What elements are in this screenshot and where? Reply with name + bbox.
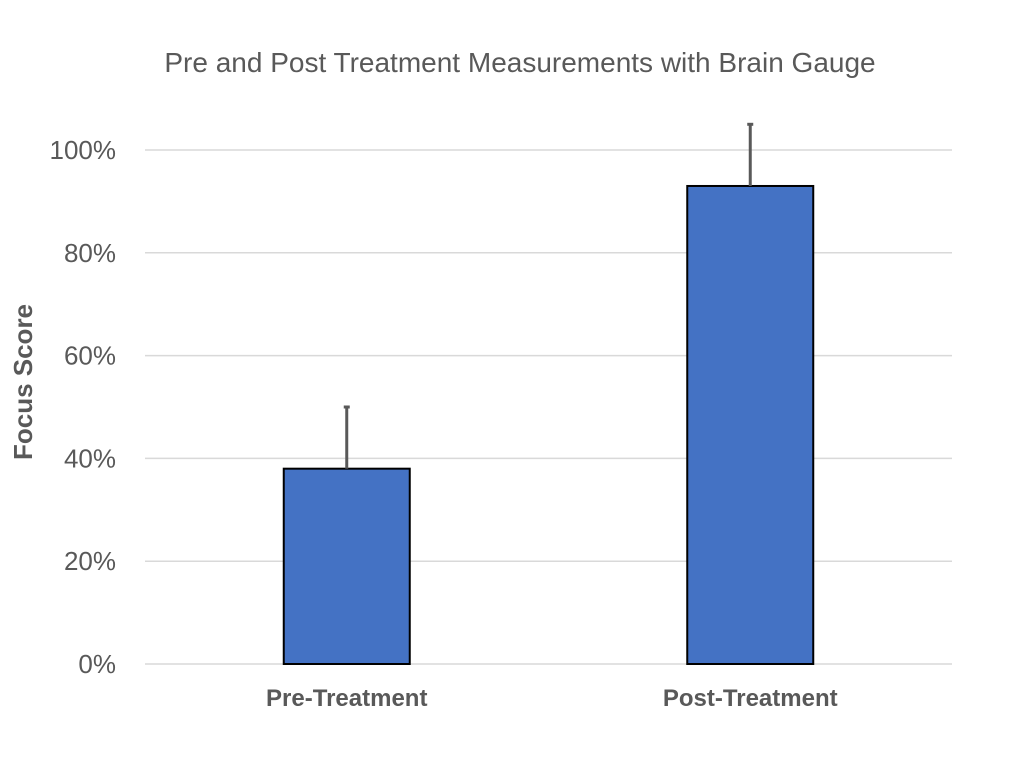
y-axis-tick-labels: 0% 20% 40% 60% 80% 100%	[50, 135, 117, 679]
gridlines	[145, 149, 952, 665]
y-axis-title: Focus Score	[8, 304, 38, 460]
y-tick-label: 80%	[64, 238, 116, 268]
y-tick-label: 20%	[64, 546, 116, 576]
x-axis-category-labels: Pre-Treatment Post-Treatment	[266, 685, 838, 712]
y-tick-label: 40%	[64, 443, 116, 473]
x-category-label: Post-Treatment	[663, 685, 838, 712]
bar-pre-treatment	[282, 467, 411, 665]
bars	[282, 184, 815, 665]
error-bars	[343, 122, 754, 469]
bar-post-treatment	[686, 184, 815, 665]
x-category-label: Pre-Treatment	[266, 685, 427, 712]
y-tick-label: 100%	[50, 135, 117, 165]
y-tick-label: 0%	[78, 649, 116, 679]
y-tick-label: 60%	[64, 341, 116, 371]
chart-title: Pre and Post Treatment Measurements with…	[164, 47, 875, 78]
